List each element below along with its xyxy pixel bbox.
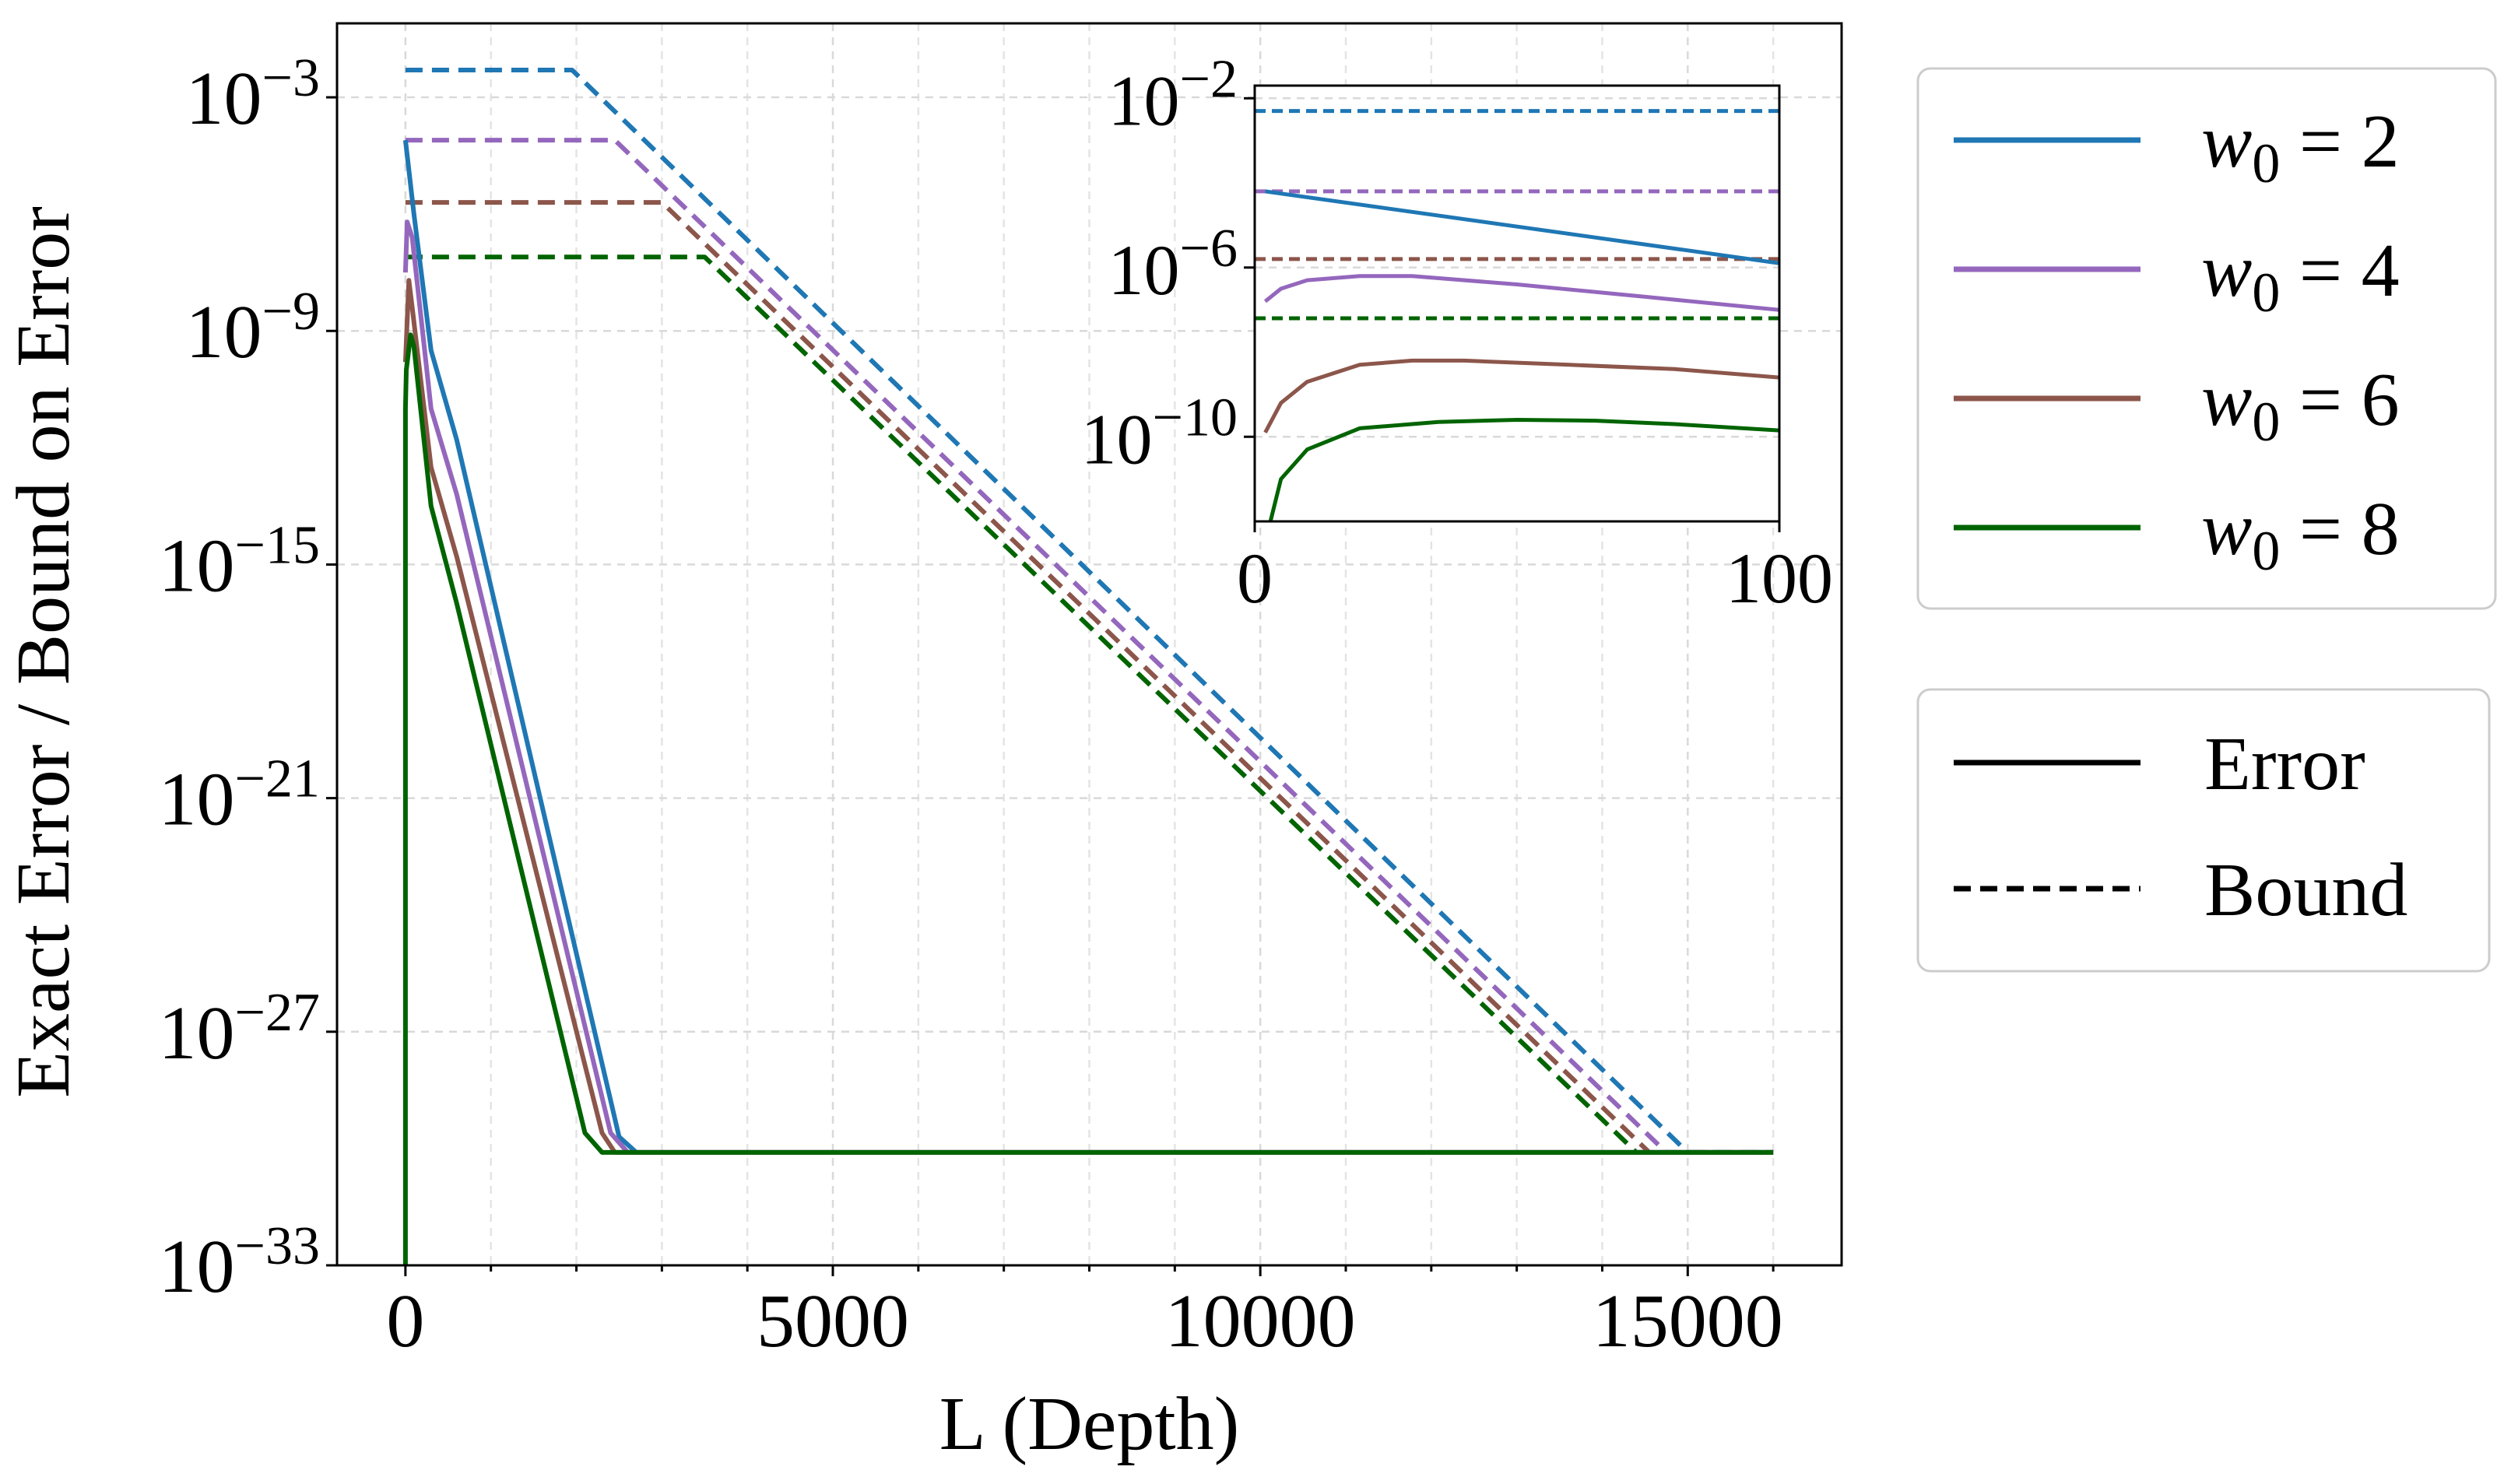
x-axis-title: L (Depth) [939, 1382, 1240, 1466]
main-ytick-label: 10−21 [159, 749, 320, 842]
main-plot: 0 5000 10000 15000 10−3 10−9 10−15 10−21 10−27 10… [2, 22, 1843, 1466]
main-xtick-label: 5000 [757, 1279, 909, 1363]
legend-style-label-bound: Bound [2204, 848, 2407, 932]
main-ytick-label: 10−33 [159, 1216, 320, 1309]
inset-series-w0-6-error [1263, 358, 1779, 433]
inset-series-w0-2-error [1265, 189, 1779, 265]
inset-xtick-label: 100 [1726, 539, 1833, 618]
legend-w0-box [1916, 67, 2497, 610]
legend-w0-label-1: w0 = 2 [2201, 100, 2400, 195]
main-series-group [402, 68, 1774, 1265]
y-axis-title: Exact Error / Bound on Error [2, 206, 86, 1098]
main-series-w0-6-error [402, 278, 1774, 1155]
inset-axes-frame [1253, 84, 1781, 523]
main-xtick-label: 10000 [1165, 1279, 1356, 1363]
main-ytick-label: 10−15 [159, 515, 320, 608]
inset-background [1255, 86, 1779, 521]
inset-ytick-label: 10−6 [1108, 219, 1238, 310]
inset-xtick-label: 0 [1237, 539, 1273, 618]
legend-w0-label-4: w0 = 8 [2201, 487, 2400, 582]
inset-ytick-label: 10−2 [1108, 49, 1238, 140]
main-series-w0-4-error [402, 219, 1774, 1155]
legend-error-bound: Error Bound [1916, 688, 2491, 973]
main-series-w0-8-error [402, 332, 1774, 1265]
main-xtick-label: 0 [386, 1279, 424, 1363]
main-ytick-label: 10−3 [186, 48, 320, 141]
main-series-w0-6-bound [405, 200, 1774, 1155]
main-ytick-label: 10−27 [159, 983, 320, 1075]
inset-ytick-label: 10−10 [1081, 388, 1238, 479]
inset-series-w0-8-error [1268, 418, 1779, 522]
main-xtick-label: 15000 [1593, 1279, 1783, 1363]
inset-series-w0-4-error [1263, 274, 1779, 312]
main-series-w0-2-bound [405, 68, 1774, 1155]
legend-style-label-error: Error [2204, 722, 2365, 806]
legend-w0: w0 = 2 w0 = 4 w0 = 6 w0 = 8 [1916, 67, 2497, 610]
inset-plot: 0 100 10−2 10−6 10−10 [1081, 49, 1833, 618]
legend-w0-label-3: w0 = 6 [2201, 358, 2400, 453]
inset-series-group [1255, 109, 1779, 522]
main-ytick-label: 10−9 [186, 282, 320, 374]
legend-w0-label-2: w0 = 4 [2201, 229, 2400, 324]
